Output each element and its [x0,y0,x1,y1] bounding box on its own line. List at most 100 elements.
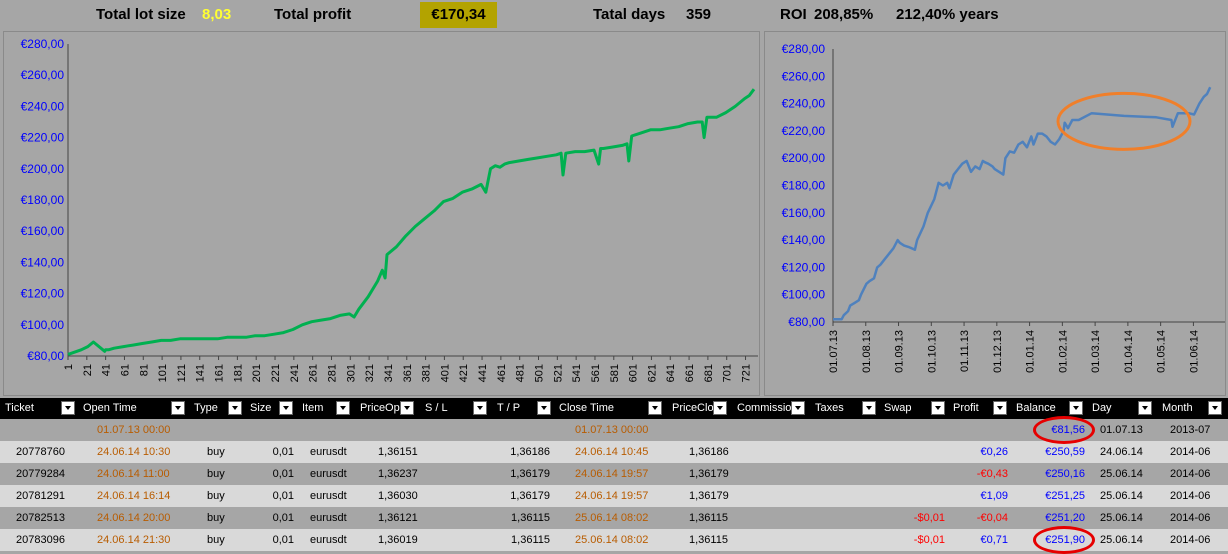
column-header: Commission [737,402,792,414]
filter-dropdown-icon[interactable] [537,401,551,415]
chart1-y-tick-label: €160,00 [782,206,826,220]
filter-dropdown-icon[interactable] [862,401,876,415]
chart0-x-tick-label: 361 [402,364,414,382]
filter-dropdown-icon[interactable] [791,401,805,415]
filter-dropdown-icon[interactable] [993,401,1007,415]
cell-item: eurusdt [310,446,347,458]
column-header: Swap [884,402,912,414]
chart0-x-tick-label: 261 [308,364,320,382]
column-header: S / L [425,402,448,414]
chart0-x-tick-label: 301 [345,364,357,382]
balance-by-date-svg: €80,00 €100,00 €120,00 €140,00 €160,00 €180,0… [782,42,1225,373]
cell-size: 0,01 [272,446,294,458]
cell-close: 24.06.14 19:57 [575,468,649,480]
cell-day: 25.06.14 [1100,512,1143,524]
cell-comm [740,485,800,507]
cell-po: 1,36237 [378,468,418,480]
cell-pc: 1,36115 [689,534,728,546]
cell-month: 2014-06 [1170,512,1211,524]
cell-tp [490,419,550,441]
chart0-x-tick-label: 481 [515,364,527,382]
filter-dropdown-icon[interactable] [1069,401,1083,415]
filter-dropdown-icon[interactable] [228,401,242,415]
chart1-y-tick-label: €280,00 [782,42,826,56]
table-row[interactable]: 01.07.13 00:00 01.07.13 00:00 €81,56 01.07.… [0,419,1228,441]
column-header: T / P [497,402,521,414]
chart0-x-tick-label: 541 [571,364,583,382]
balance-by-trade-svg: €80,00 €100,00 €120,00 €140,00 €160,00 €180,0… [21,37,758,382]
chart0-x-tick-label: 101 [157,364,169,382]
annotation-red-ellipse [1033,416,1095,444]
chart1-x-tick-label: 01.05.14 [1156,330,1168,373]
cell-close: 24.06.14 19:57 [575,490,649,502]
filter-dropdown-icon[interactable] [931,401,945,415]
cell-sl [430,485,470,507]
cell-po: 1,36121 [378,512,418,524]
chart0-x-tick-label: 621 [646,364,658,382]
cell-month: 2013-07 [1170,424,1211,436]
cell-profit: €1,09 [980,490,1008,502]
cell-ticket: 20783096 [16,534,65,546]
chart0-x-tick-label: 561 [590,364,602,382]
cell-sl [430,419,470,441]
filter-dropdown-icon[interactable] [336,401,350,415]
table-row[interactable]: 20778760 24.06.14 10:30 buy 0,01 eurusdt 1,36… [0,441,1228,463]
chart0-y-tick-label: €260,00 [21,68,65,82]
chart0-y-tick-label: €140,00 [21,255,65,269]
chart0-x-tick-label: 421 [458,364,470,382]
chart0-x-tick-label: 401 [439,364,451,382]
filter-dropdown-icon[interactable] [648,401,662,415]
chart0-y-tick-label: €120,00 [21,287,65,301]
filter-dropdown-icon[interactable] [1138,401,1152,415]
chart1-y-tick-label: €200,00 [782,151,826,165]
cell-swap [890,419,945,441]
cell-day: 25.06.14 [1100,534,1143,546]
chart0-y-tick-label: €280,00 [21,37,65,51]
filter-dropdown-icon[interactable] [473,401,487,415]
cell-swap: -$0,01 [913,512,945,524]
annotation-red-ellipse [1033,526,1095,554]
table-row[interactable]: 20782513 24.06.14 20:00 buy 0,01 eurusdt 1,36… [0,507,1228,529]
filter-dropdown-icon[interactable] [61,401,75,415]
annotation-orange-ellipse [1056,91,1192,151]
chart0-x-tick-label: 201 [251,364,263,382]
cell-balance: €251,20 [1045,512,1085,524]
chart0-x-tick-label: 341 [383,364,395,382]
column-header: PriceClos [672,402,714,414]
chart0-x-tick-label: 1 [63,364,75,370]
chart0-x-tick-label: 581 [609,364,621,382]
cell-swap [890,441,945,463]
table-row[interactable]: 20779284 24.06.14 11:00 buy 0,01 eurusdt 1,36… [0,463,1228,485]
cell-close: 01.07.13 00:00 [575,424,649,436]
column-header: Balance [1016,402,1056,414]
cell-type: buy [207,446,225,458]
cell-type: buy [207,512,225,524]
chart0-y-tick-label: €100,00 [21,318,65,332]
cell-po: 1,36151 [378,446,418,458]
cell-close: 25.06.14 08:02 [575,534,649,546]
cell-open: 01.07.13 00:00 [97,424,171,436]
total-lot-size-value: 8,03 [202,6,232,23]
chart1-x-tick-label: 01.11.13 [959,330,971,372]
chart0-x-tick-label: 501 [534,364,546,382]
filter-dropdown-icon[interactable] [279,401,293,415]
cell-profit [950,419,1008,441]
cell-tp: 1,36115 [511,512,550,524]
cell-open: 24.06.14 10:30 [97,446,171,458]
filter-dropdown-icon[interactable] [1208,401,1222,415]
filter-dropdown-icon[interactable] [171,401,185,415]
chart0-x-tick-label: 641 [665,364,677,382]
cell-open: 24.06.14 11:00 [97,468,170,480]
cell-comm [740,441,800,463]
cell-profit: -€0,04 [976,512,1008,524]
column-header: Day [1092,402,1112,414]
cell-item: eurusdt [310,512,347,524]
filter-dropdown-icon[interactable] [400,401,414,415]
chart0-x-tick-label: 221 [270,364,282,382]
cell-tp: 1,36179 [510,490,550,502]
table-body: 01.07.13 00:00 01.07.13 00:00 €81,56 01.07.… [0,419,1228,551]
table-row[interactable]: 20783096 24.06.14 21:30 buy 0,01 eurusdt 1,36… [0,529,1228,551]
table-row[interactable]: 20781291 24.06.14 16:14 buy 0,01 eurusdt 1,36… [0,485,1228,507]
filter-dropdown-icon[interactable] [713,401,727,415]
total-profit-value: €170,34 [431,6,486,23]
